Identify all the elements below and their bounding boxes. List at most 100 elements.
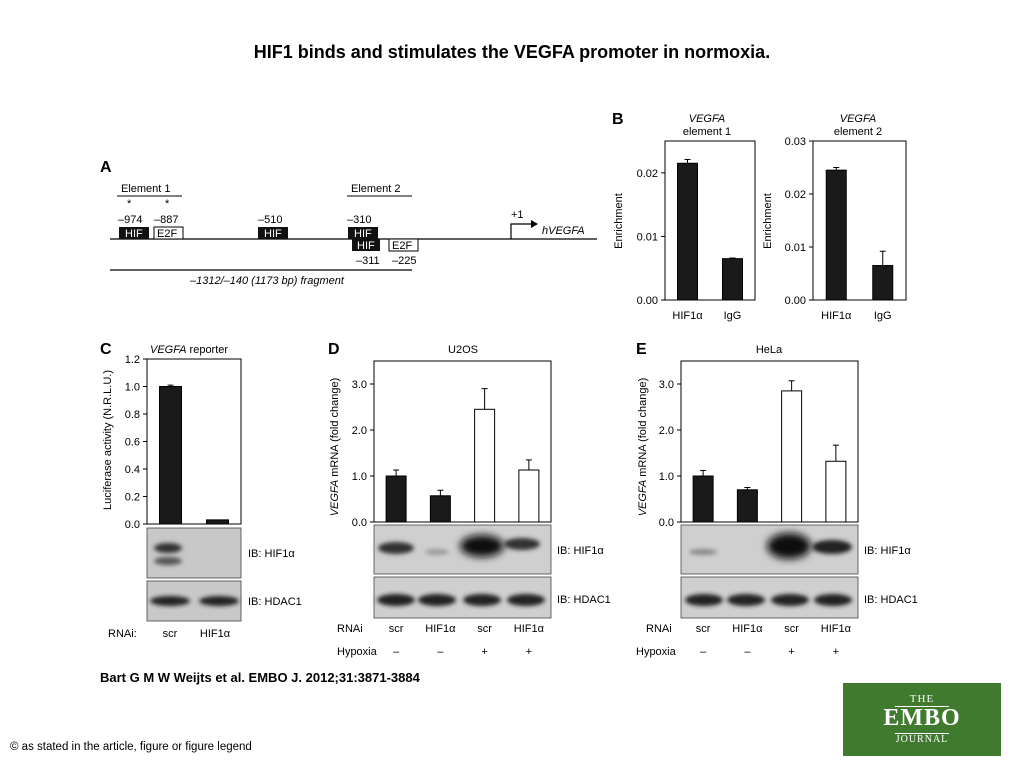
y-tick-label: 2.0 [659,425,674,437]
d-xlabels: scr – HIF1α – scr + HIF1α + [389,623,545,658]
y-tick-label: 0.0 [352,517,367,529]
panel-label-a: A [100,159,112,176]
figure: A Element 1 Element 2 * * –974 –887 –510… [100,111,918,658]
y-tick-label: 1.0 [659,471,674,483]
pos-225-label: –225 [392,255,416,267]
y-tick-label: 1.2 [125,354,140,366]
d-hypoxia-label: Hypoxia [337,646,378,658]
c-band [199,596,239,606]
tss-arrow [510,223,531,239]
d-band [418,594,456,606]
pos-887-label: –887 [154,214,178,226]
e-band [767,533,811,559]
chart-b1: 0.00 0.01 0.02 HIF1α IgG [637,140,756,322]
d-band [460,535,504,557]
c-rnai-label: RNAi: [108,628,137,640]
x-tick-label: HIF1α [732,623,763,635]
c-xlabel-1: HIF1α [200,628,231,640]
d-band [463,594,501,606]
slide-title: HIF1 binds and stimulates the VEGFA prom… [253,42,771,62]
e-band [814,594,852,606]
hif-box-310-label: HIF [354,228,372,240]
c-title-gene: VEGFA [150,344,186,356]
c-blot-hif [146,527,242,579]
x-tick-label: HIF1α [514,623,545,635]
c-ib2-label: IB: HDAC1 [248,596,302,608]
chart-e: 0.0 1.0 2.0 3.0 [659,360,859,529]
x-tick-label: scr [389,623,404,635]
pos-310-label: –310 [347,214,371,226]
bar [474,408,496,523]
tss-label: +1 [511,209,524,221]
panel-d: D U2OS VEGFA mRNA (fold change) 0.0 1.0 2.… [328,341,611,658]
c-title: VEGFA reporter [150,344,228,356]
e-band [727,594,765,606]
hypoxia-label: – [393,646,400,658]
bar [692,475,714,523]
d-ylabel-rest: mRNA (fold change) [329,378,341,480]
hif-box-510-label: HIF [264,228,282,240]
y-tick-label: 0.2 [125,492,140,504]
y-tick-label: 0.0 [125,519,140,531]
plot-frame [373,360,552,523]
y-tick-label: 0.8 [125,409,140,421]
logo-line1: THE [909,693,935,705]
c-ib1-label: IB: HIF1α [248,548,295,560]
x-tick-label: scr [696,623,711,635]
gene-label: hVEGFA [542,225,585,237]
plot-frame [680,360,859,523]
d-ylabel: VEGFA mRNA (fold change) [329,378,341,517]
y-tick-label: 1.0 [352,471,367,483]
c-ylabel: Luciferase activity (N.R.L.U.) [102,370,114,510]
b2-title-gene: VEGFA [840,113,876,125]
y-tick-label: 0.02 [637,168,658,180]
e-hypoxia-label: Hypoxia [636,646,677,658]
hif-box-974 [119,227,149,239]
bar [781,390,803,523]
tss-arrow-head [531,220,538,228]
hif-box-510 [258,227,288,239]
y-tick-label: 2.0 [352,425,367,437]
e-ylabel-gene: VEGFA [637,480,649,516]
panel-c: C VEGFA reporter Luciferase activity (N.… [100,341,302,640]
y-tick-label: 0.03 [785,136,806,148]
bar [385,475,407,523]
hypoxia-label: – [744,646,751,658]
e2f-box-225 [388,238,419,252]
d-ib1-label: IB: HIF1α [557,545,604,557]
d-band [378,542,414,554]
x-tick-label: scr [784,623,799,635]
y-tick-label: 0.01 [637,231,658,243]
c-xlabel-0: scr [163,628,178,640]
e-band [689,549,717,555]
logo-rule [895,733,949,734]
chart-c: 0.0 0.2 0.4 0.6 0.8 1.0 1.2 [125,354,242,531]
y-tick-label: 1.0 [125,382,140,394]
d-band [507,594,545,606]
plot-frame [664,140,756,301]
hypoxia-label: – [700,646,707,658]
pos-974-label: –974 [118,214,142,226]
hypoxia-label: + [833,646,839,658]
x-tick-label: IgG [874,310,892,322]
e-cell-label: HeLa [756,344,783,356]
c-title-rest: reporter [186,344,228,356]
b1-title-gene: VEGFA [689,113,725,125]
bar [736,489,758,523]
b1-ylabel: Enrichment [613,193,625,249]
pos-510-label: –510 [258,214,282,226]
citation: Bart G M W Weijts et al. EMBO J. 2012;31… [100,670,420,685]
e2f-box-887 [153,226,184,240]
hypoxia-label: + [788,646,794,658]
e2f-box-887-label: E2F [157,228,177,240]
panel-label-b: B [612,111,624,128]
y-tick-label: 0.6 [125,437,140,449]
e-rnai-label: RNAi [646,623,672,635]
element1-label: Element 1 [121,183,171,195]
hypoxia-label: + [481,646,487,658]
element2-label: Element 2 [351,183,401,195]
e-xlabels: scr – HIF1α – scr + HIF1α + [696,623,852,658]
logo-rule [895,706,949,707]
d-ib2-label: IB: HDAC1 [557,594,611,606]
x-tick-label: HIF1α [821,623,852,635]
